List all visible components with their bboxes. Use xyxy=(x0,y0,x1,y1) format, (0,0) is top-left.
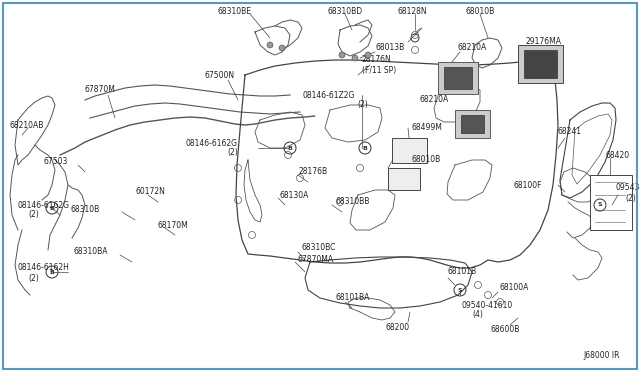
Text: S: S xyxy=(598,202,602,208)
Text: 68310BD: 68310BD xyxy=(328,7,363,16)
Text: 68310BE: 68310BE xyxy=(218,7,252,16)
Text: 68100F: 68100F xyxy=(513,180,542,189)
Circle shape xyxy=(339,52,345,58)
Text: (2): (2) xyxy=(28,211,39,219)
Bar xyxy=(438,62,478,94)
Text: B: B xyxy=(49,205,54,211)
Text: 68100A: 68100A xyxy=(500,283,529,292)
Text: 68210A: 68210A xyxy=(420,96,449,105)
Bar xyxy=(388,168,420,190)
Text: (4): (4) xyxy=(472,311,483,320)
Text: (2): (2) xyxy=(28,273,39,282)
Text: B: B xyxy=(287,145,292,151)
Text: 68310BA: 68310BA xyxy=(74,247,108,257)
Text: (2): (2) xyxy=(625,193,636,202)
Circle shape xyxy=(267,42,273,48)
Text: 67500N: 67500N xyxy=(205,71,235,80)
Bar xyxy=(518,45,563,83)
Text: 68200: 68200 xyxy=(386,324,410,333)
Circle shape xyxy=(352,55,358,61)
Bar xyxy=(444,67,472,89)
Text: 68600B: 68600B xyxy=(490,326,520,334)
Text: J68000 IR: J68000 IR xyxy=(584,350,620,359)
Text: 68310BB: 68310BB xyxy=(335,198,369,206)
Bar xyxy=(524,50,557,78)
Circle shape xyxy=(279,45,285,51)
Text: 67503: 67503 xyxy=(44,157,68,167)
Text: 09543-41610: 09543-41610 xyxy=(615,183,640,192)
Text: 68010B: 68010B xyxy=(412,155,441,164)
Bar xyxy=(455,110,490,138)
Text: 68210A: 68210A xyxy=(458,44,487,52)
Bar xyxy=(590,175,632,230)
Text: 68101B: 68101B xyxy=(448,267,477,276)
Text: 68130A: 68130A xyxy=(280,190,309,199)
Text: 67870M: 67870M xyxy=(84,86,115,94)
Text: 08146-6162G: 08146-6162G xyxy=(186,138,238,148)
Text: 09540-41610: 09540-41610 xyxy=(462,301,513,310)
Text: 68499M: 68499M xyxy=(412,124,443,132)
Text: 08146-6162H: 08146-6162H xyxy=(18,263,70,273)
Text: 68310BC: 68310BC xyxy=(302,244,337,253)
Text: 60172N: 60172N xyxy=(135,187,165,196)
Text: S: S xyxy=(458,288,462,292)
Text: 68310B: 68310B xyxy=(71,205,100,215)
Text: 08146-61Z2G: 08146-61Z2G xyxy=(303,90,355,99)
Text: 68420: 68420 xyxy=(605,151,629,160)
Text: 68013B: 68013B xyxy=(375,44,404,52)
Bar xyxy=(392,138,427,163)
Text: 28176B: 28176B xyxy=(299,167,328,176)
Text: (2): (2) xyxy=(227,148,238,157)
Text: (2): (2) xyxy=(357,100,368,109)
Text: 68010B: 68010B xyxy=(465,7,495,16)
Text: 67870MA: 67870MA xyxy=(298,256,334,264)
Text: B: B xyxy=(49,269,54,275)
Text: (F/11 SP): (F/11 SP) xyxy=(362,65,396,74)
Circle shape xyxy=(365,52,371,58)
Bar xyxy=(461,115,484,133)
Text: 28176N: 28176N xyxy=(362,55,392,64)
Text: 68210AB: 68210AB xyxy=(10,121,44,129)
Text: B: B xyxy=(363,145,367,151)
Text: 68170M: 68170M xyxy=(158,221,189,230)
Text: 68241: 68241 xyxy=(558,128,582,137)
Text: 29176MA: 29176MA xyxy=(526,38,562,46)
Text: 68128N: 68128N xyxy=(397,7,427,16)
Text: 68101BA: 68101BA xyxy=(335,294,369,302)
Text: 08146-6162G: 08146-6162G xyxy=(18,201,70,209)
